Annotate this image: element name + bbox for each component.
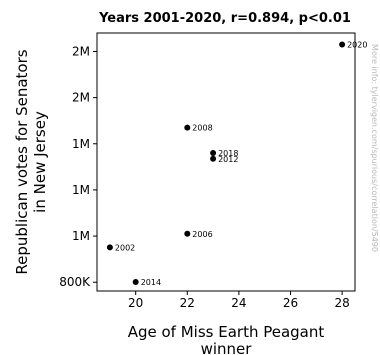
data-point — [339, 41, 346, 48]
y-axis-label-line-1: Republican votes for Senators — [13, 49, 31, 274]
data-point-label: 2018 — [218, 149, 238, 158]
data-point-label: 2006 — [192, 230, 212, 239]
data-point — [184, 230, 191, 237]
y-tick-label: 2M — [72, 44, 90, 58]
plot-frame — [96, 32, 356, 292]
x-tick-label: 24 — [231, 296, 246, 310]
y-tick-label: 1M — [72, 137, 90, 151]
data-point-label: 2020 — [347, 41, 367, 50]
data-point — [210, 155, 217, 162]
chart-title: Years 2001-2020, r=0.894, p<0.01 — [98, 11, 351, 26]
data-point-label: 2012 — [218, 155, 238, 164]
data-point — [132, 279, 139, 285]
x-axis-label-line-2: winner — [201, 340, 253, 355]
y-tick-label: 1M — [72, 229, 90, 243]
data-point — [106, 244, 113, 251]
y-tick-label: 1M — [72, 183, 90, 197]
x-tick-label: 26 — [283, 296, 298, 310]
data-point — [210, 150, 217, 156]
x-tick-label: 20 — [128, 296, 143, 310]
x-tick-label: 28 — [334, 296, 349, 310]
data-point-label: 2014 — [141, 278, 161, 287]
y-tick-label: 2M — [72, 91, 90, 105]
watermark-text: More info: tylervigen.com/spurious/corre… — [370, 44, 379, 252]
x-axis-label-line-1: Age of Miss Earth Peagant — [128, 323, 325, 341]
y-axis-label-line-2: in New Jersey — [31, 111, 49, 213]
data-point-label: 2008 — [192, 124, 212, 133]
y-tick-label: 800K — [59, 275, 91, 289]
data-point-label: 2002 — [115, 243, 135, 252]
y-axis: 800K 1M 1M 1M 2M 2M — [59, 44, 97, 289]
data-point — [184, 124, 191, 131]
x-axis: 20 22 24 26 28 — [128, 291, 350, 310]
x-tick-label: 22 — [180, 296, 195, 310]
